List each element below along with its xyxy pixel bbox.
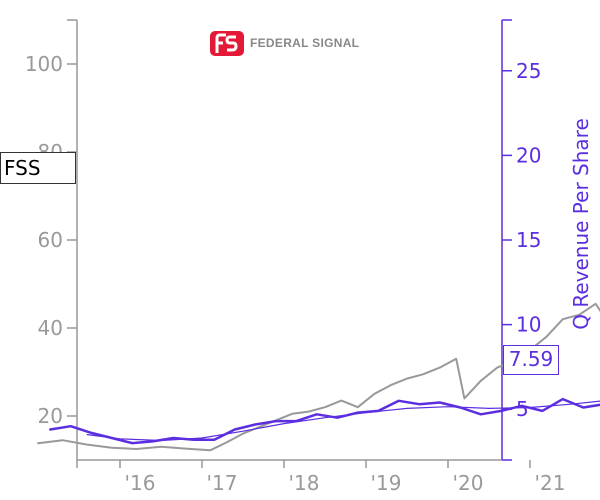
y-left-tick-label: 100: [25, 52, 63, 76]
x-tick-label: '16: [125, 471, 156, 495]
x-tick-label: '17: [207, 471, 238, 495]
x-axis: '16'17'18'19'20'21'22'23'24'25: [76, 459, 566, 495]
y-right-tick-label: 20: [516, 143, 541, 167]
x-tick-label: '20: [453, 471, 484, 495]
y-left-tick-label: 40: [38, 316, 63, 340]
x-tick-label: '19: [371, 471, 402, 495]
y-right-tick-label: 5: [516, 397, 529, 421]
federal-signal-logo: FEDERAL SIGNAL: [210, 29, 359, 57]
right-axis: 5 10 15 20 25: [501, 19, 541, 461]
y-right-tick-label: 10: [516, 313, 541, 337]
price-series-line: [37, 302, 600, 452]
y-right-tick-label: 15: [516, 228, 541, 252]
left-axis: 20406080100: [25, 19, 78, 460]
y-axis-right-label: Q Revenue Per Share: [569, 118, 593, 330]
x-tick-label: '21: [535, 471, 566, 495]
fs-logo-icon: [210, 31, 244, 56]
ticker-label: FSS: [0, 152, 76, 184]
y-right-tick-label: 25: [516, 59, 541, 83]
series-layer: [37, 302, 600, 452]
x-tick-label: '18: [289, 471, 320, 495]
last-value-badge: 7.59: [503, 345, 559, 375]
revenue-trend-line: [86, 400, 600, 442]
y-left-tick-label: 20: [38, 404, 63, 428]
logo-text: FEDERAL SIGNAL: [250, 36, 360, 50]
y-left-tick-label: 60: [38, 228, 63, 252]
